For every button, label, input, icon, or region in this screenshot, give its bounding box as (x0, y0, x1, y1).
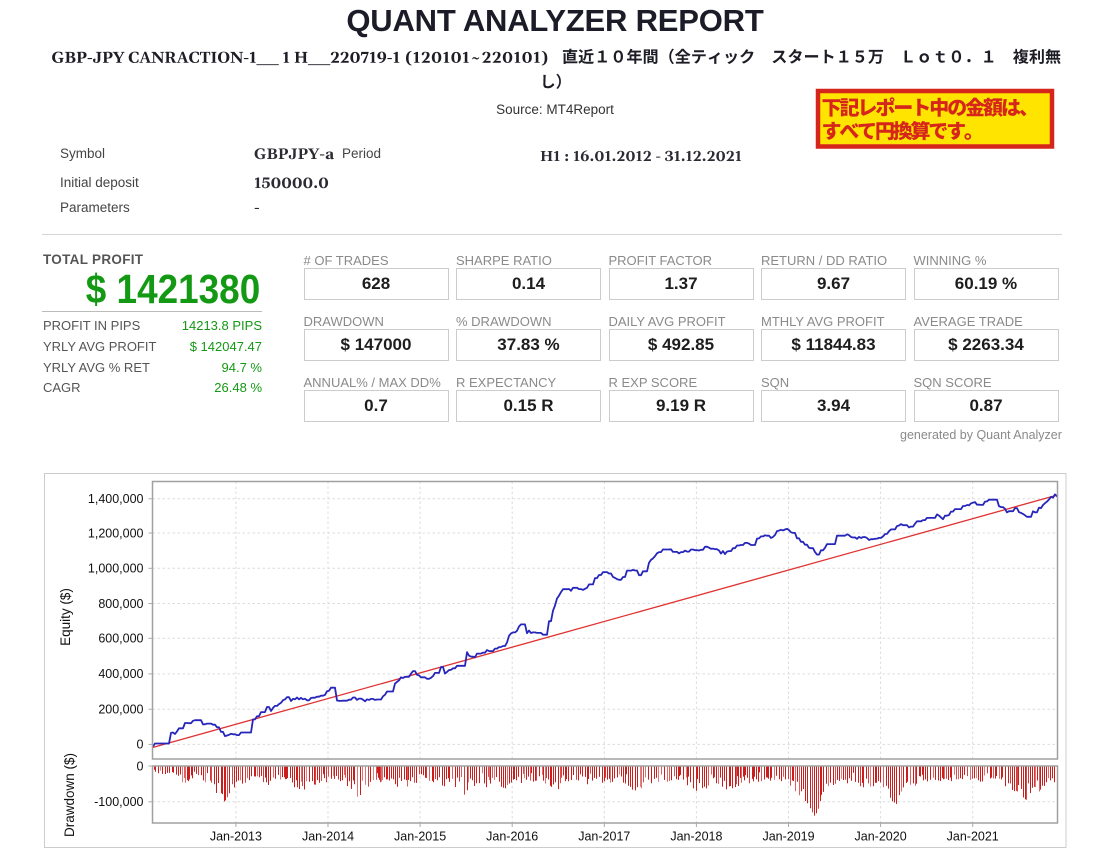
svg-text:Jan-2014: Jan-2014 (302, 830, 354, 844)
svg-text:0: 0 (137, 759, 144, 773)
svg-text:Jan-2016: Jan-2016 (486, 830, 538, 844)
svg-text:-100,000: -100,000 (94, 795, 143, 809)
svg-text:Jan-2021: Jan-2021 (947, 830, 999, 844)
svg-text:400,000: 400,000 (98, 667, 143, 681)
svg-text:Jan-2020: Jan-2020 (855, 830, 907, 844)
svg-text:Jan-2013: Jan-2013 (210, 830, 262, 844)
svg-text:Equity ($): Equity ($) (58, 588, 73, 646)
svg-text:Jan-2018: Jan-2018 (670, 830, 722, 844)
svg-text:800,000: 800,000 (98, 597, 143, 611)
svg-text:1,200,000: 1,200,000 (88, 526, 144, 540)
svg-text:Jan-2015: Jan-2015 (394, 830, 446, 844)
svg-text:600,000: 600,000 (98, 632, 143, 646)
svg-text:Drawdown ($): Drawdown ($) (62, 753, 77, 837)
svg-text:200,000: 200,000 (98, 703, 143, 717)
svg-text:1,000,000: 1,000,000 (88, 562, 144, 576)
svg-text:Jan-2017: Jan-2017 (578, 830, 630, 844)
svg-text:0: 0 (137, 738, 144, 752)
svg-text:Jan-2019: Jan-2019 (762, 830, 814, 844)
svg-text:1,400,000: 1,400,000 (88, 492, 144, 506)
